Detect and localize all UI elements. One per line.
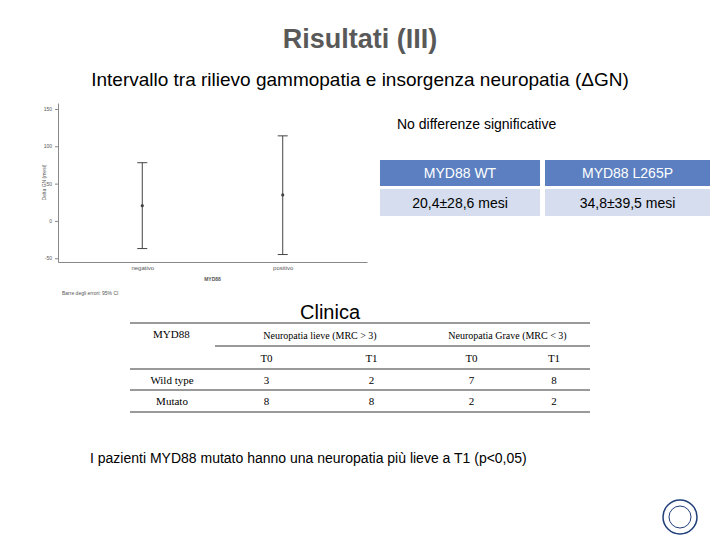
y-tick: 100 (44, 143, 58, 149)
cell-value: 8 (551, 374, 557, 386)
summary-table: MYD88 WT MYD88 L265P 20,4±28,6 mesi 34,8±39… (380, 160, 710, 216)
y-tick-label: -50 (45, 255, 52, 261)
value-text: 20,4±28,6 mesi (412, 195, 508, 211)
x-axis-title: MYD88 (204, 276, 221, 282)
x-axis-line (59, 262, 368, 263)
y-tick-mark (55, 184, 58, 185)
y-tick-label: 150 (44, 106, 53, 112)
cell-value: 2 (369, 374, 375, 386)
y-tick-mark (55, 109, 58, 110)
table-rule (130, 323, 590, 324)
clinic-table: MYD88 Neuropatia lieve (MRC > 3) Neuropati… (130, 323, 590, 412)
header-cell (545, 160, 710, 186)
cell-value: 2 (469, 395, 475, 407)
y-tick-label: 0 (49, 218, 52, 224)
table-rule (130, 390, 590, 391)
header-text: MYD88 L265P (582, 165, 673, 181)
significance-note: No differenze significative (397, 116, 556, 132)
logo (663, 500, 697, 534)
logo-inner (669, 506, 691, 528)
cell-value: 2 (551, 395, 557, 407)
y-tick: 0 (49, 218, 58, 224)
value-cell (380, 189, 540, 216)
sub-header: T1 (548, 352, 560, 364)
group-header: Neuropatia lieve (MRC > 3) (263, 330, 376, 342)
header-text: MYD88 WT (424, 165, 497, 181)
row-label: Mutato (156, 395, 188, 407)
cell-value: 8 (264, 395, 270, 407)
mean-point (141, 204, 144, 207)
y-tick-mark (55, 146, 58, 147)
logo-ring (663, 500, 697, 534)
y-tick-mark (55, 258, 58, 259)
error-cap-high (278, 135, 288, 136)
x-tick-label: positivo (273, 265, 294, 271)
conclusion: I pazienti MYD88 mutato hanno una neurop… (90, 450, 527, 466)
table-rule (130, 369, 590, 370)
y-tick-label: 50 (46, 181, 52, 187)
sub-header: T0 (465, 352, 478, 364)
table-corner: MYD88 (153, 328, 190, 340)
mean-point (281, 193, 284, 196)
group-header: Neuropatia Grave (MRC < 3) (448, 330, 566, 342)
cell-value: 7 (469, 374, 475, 386)
marks (137, 136, 287, 255)
error-cap-low (137, 248, 147, 249)
cell-value: 3 (264, 374, 270, 386)
header-cell (380, 160, 540, 186)
slide: Risultati (III) Intervallo tra rilievo ga… (0, 0, 720, 540)
x-tick: positivo (273, 262, 294, 271)
sub-header: T0 (260, 352, 273, 364)
y-tick: 150 (44, 106, 58, 112)
section-title: Clinica (300, 301, 361, 323)
x-tick-label: negativo (131, 265, 154, 271)
chart-note: Barre degli errori: 95% CI (62, 290, 118, 296)
row-label: Wild type (150, 374, 193, 386)
cell-value: 8 (369, 395, 375, 407)
chart: -50 0 50 100 150 negativo positivo MYD88 Delta G… (41, 104, 368, 297)
value-cell (545, 189, 710, 216)
y-axis-title: Delta GN (mesi) (41, 164, 47, 200)
error-cap-high (137, 162, 147, 163)
sub-header: T1 (365, 352, 377, 364)
y-tick-mark (55, 221, 58, 222)
y-tick-label: 100 (44, 143, 53, 149)
table-rule (130, 412, 590, 413)
y-tick: 50 (46, 181, 58, 187)
value-text: 34,8±39,5 mesi (580, 195, 676, 211)
table-rule (215, 346, 590, 347)
y-axis-line (58, 104, 59, 263)
x-axis: negativo positivo (59, 262, 368, 271)
x-tick: negativo (131, 262, 154, 271)
error-cap-low (278, 254, 288, 255)
slide-title: Risultati (III) (283, 24, 438, 54)
y-tick: -50 (45, 255, 58, 261)
slide-subtitle: Intervallo tra rilievo gammopatia e inso… (91, 69, 629, 90)
